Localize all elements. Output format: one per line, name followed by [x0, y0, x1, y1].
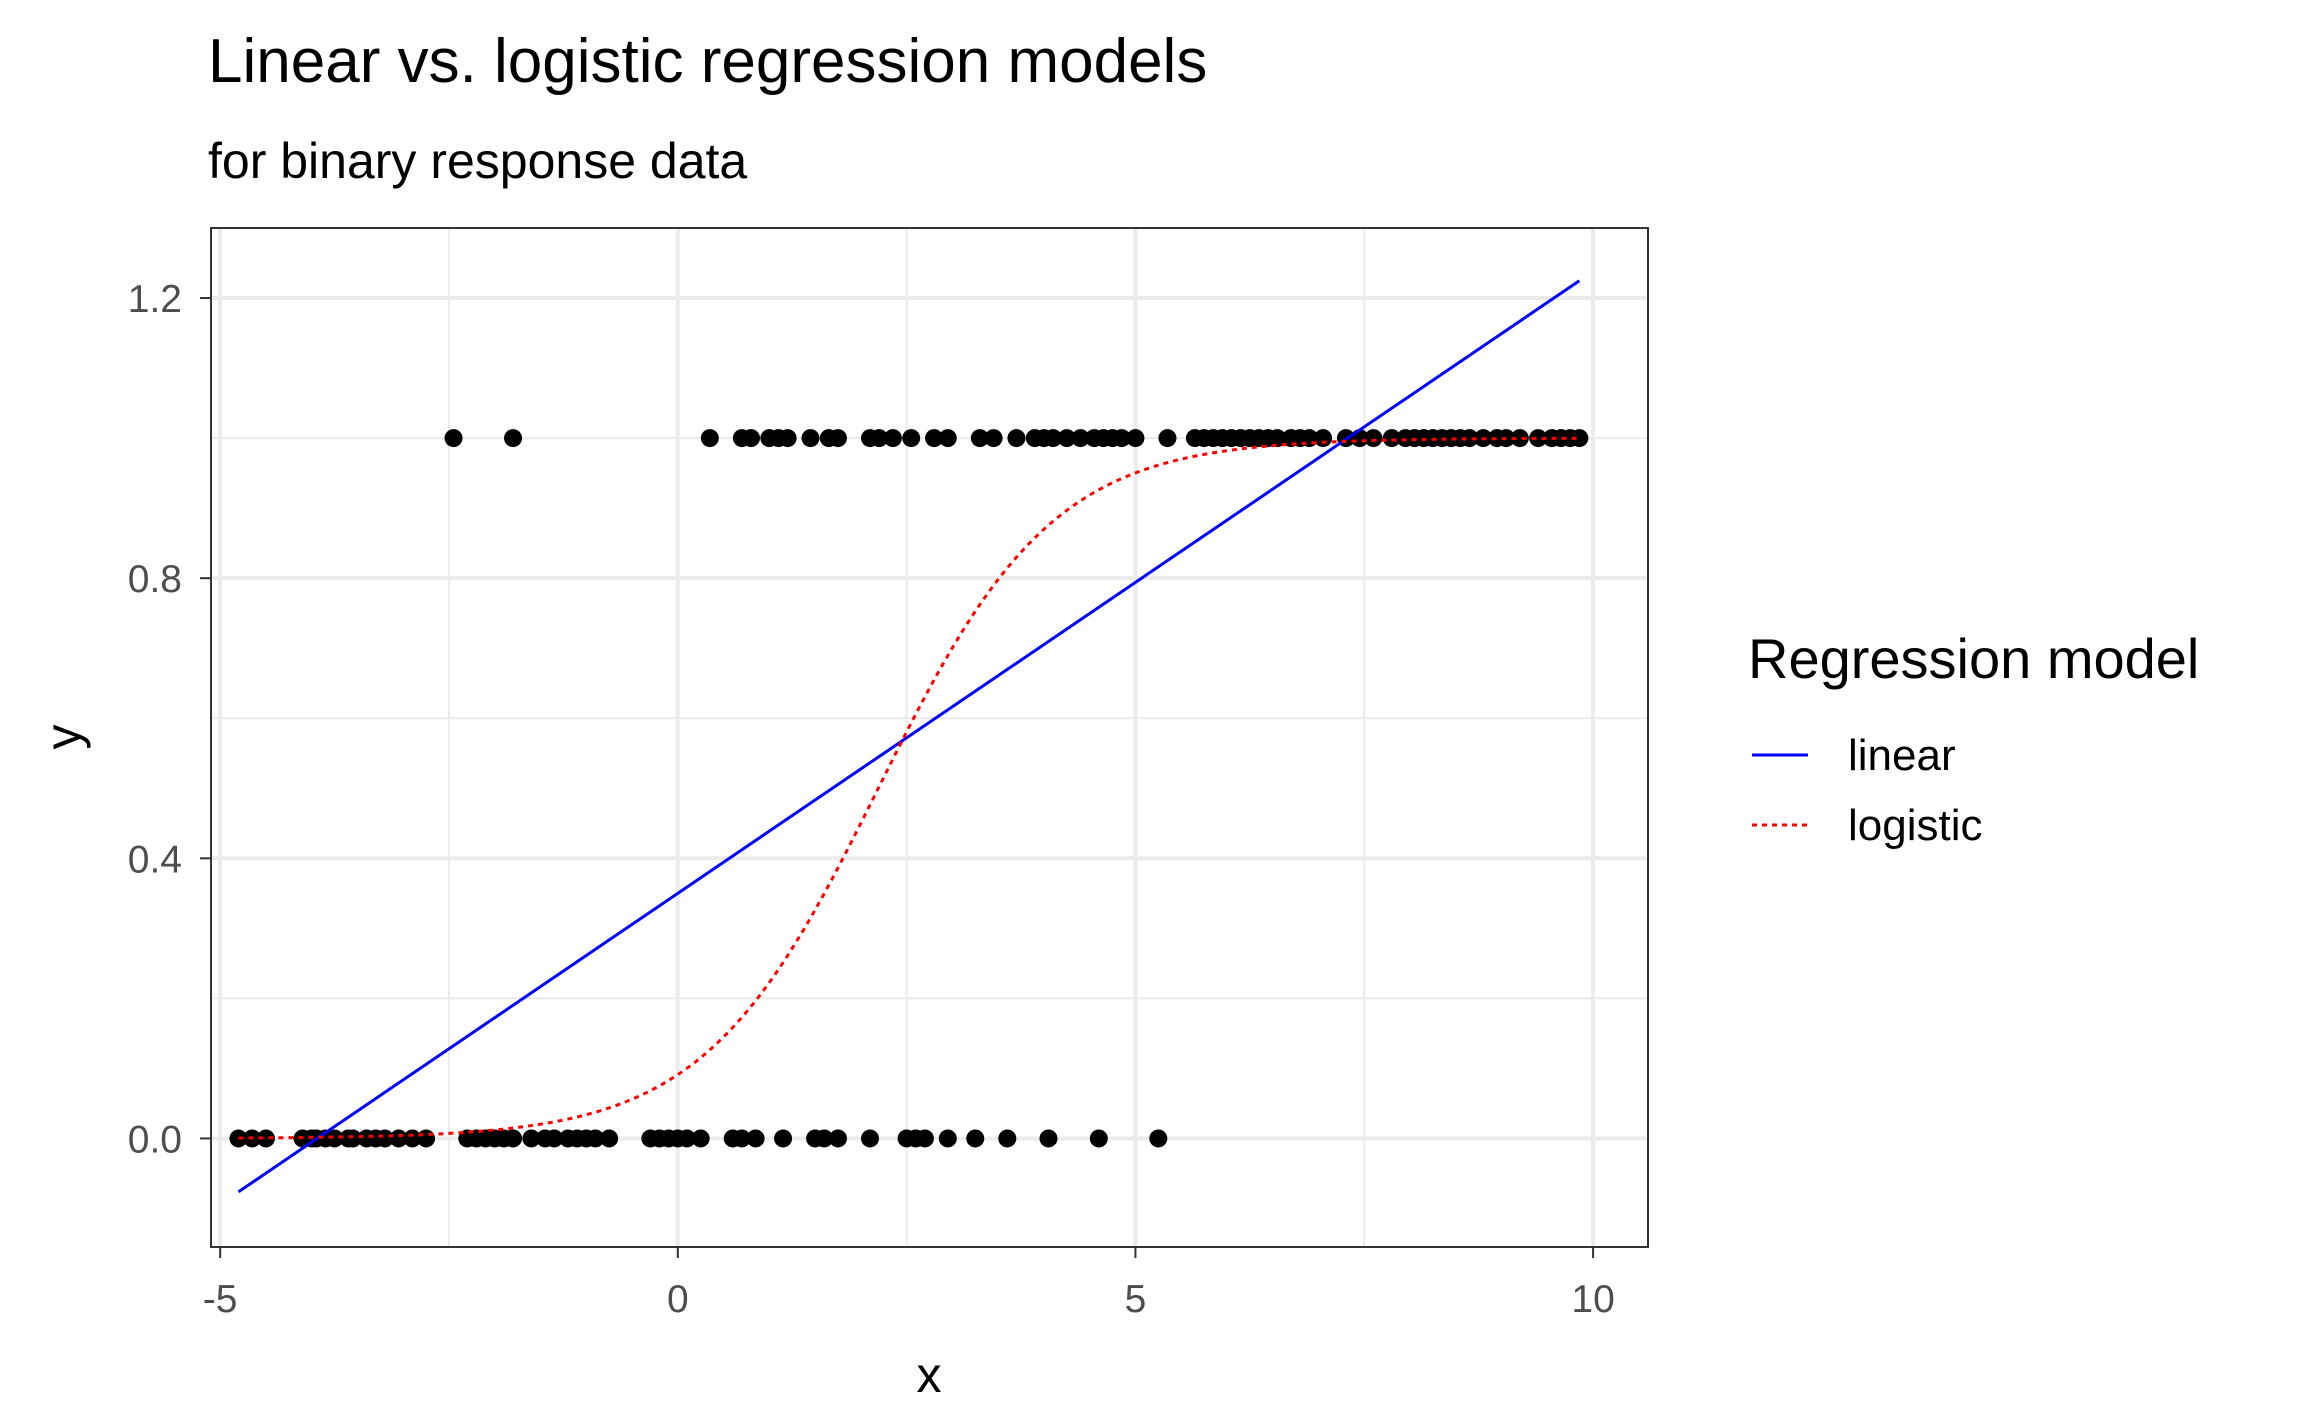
data-point — [861, 1129, 880, 1148]
data-point — [915, 1129, 934, 1148]
data-point — [828, 429, 847, 448]
data-point — [700, 429, 719, 448]
data-point — [1382, 429, 1401, 448]
data-point — [1007, 429, 1026, 448]
legend: Regression model linear logistic — [1748, 627, 2199, 850]
data-point — [732, 1129, 751, 1148]
legend-title: Regression model — [1748, 627, 2199, 690]
data-point — [229, 1129, 248, 1148]
data-point — [677, 1129, 696, 1148]
data-point — [1149, 1129, 1168, 1148]
data-point — [600, 1129, 619, 1148]
data-point — [902, 429, 921, 448]
series-line-logistic — [238, 436, 1580, 1140]
data-point — [778, 429, 797, 448]
data-point — [774, 1129, 793, 1148]
data-point — [925, 429, 944, 448]
data-point — [1126, 429, 1145, 448]
y-tick-label: 0.4 — [128, 838, 182, 881]
data-point — [522, 1129, 541, 1148]
data-point — [325, 1129, 344, 1148]
data-points — [229, 429, 1589, 1148]
data-point — [1570, 429, 1589, 448]
data-point — [691, 1129, 710, 1148]
data-point — [742, 429, 761, 448]
data-point — [801, 429, 820, 448]
chart-subtitle: for binary response data — [208, 133, 747, 189]
data-point — [966, 1129, 985, 1148]
legend-label-logistic: logistic — [1848, 801, 1983, 850]
x-tick-label: 0 — [667, 1278, 689, 1321]
data-point — [1529, 429, 1548, 448]
data-point — [586, 1129, 605, 1148]
data-point — [1039, 1129, 1058, 1148]
plot-border — [210, 227, 1649, 1248]
data-point — [815, 1129, 834, 1148]
data-point — [1089, 1129, 1108, 1148]
data-point — [256, 1129, 275, 1148]
data-point — [1044, 429, 1063, 448]
data-point — [828, 1129, 847, 1148]
chart-title: Linear vs. logistic regression models — [208, 27, 1207, 96]
data-point — [375, 1129, 394, 1148]
data-point — [504, 1129, 523, 1148]
data-point — [984, 429, 1003, 448]
data-point — [504, 429, 523, 448]
x-axis-ticks: -5 0 5 10 — [203, 1247, 1615, 1321]
data-point — [1268, 429, 1287, 448]
y-tick-label: 1.2 — [128, 278, 182, 321]
x-tick-label: 10 — [1571, 1278, 1614, 1321]
y-tick-label: 0.8 — [128, 558, 182, 601]
x-axis-title: x — [917, 1347, 942, 1403]
data-point — [998, 1129, 1017, 1148]
data-point — [1460, 429, 1479, 448]
data-point — [1057, 429, 1076, 448]
legend-label-linear: linear — [1848, 731, 1956, 780]
data-point — [1071, 429, 1090, 448]
data-point — [444, 429, 463, 448]
data-point — [1112, 429, 1131, 448]
data-point — [883, 429, 902, 448]
data-point — [938, 429, 957, 448]
data-point — [389, 1129, 408, 1148]
x-tick-label: -5 — [203, 1278, 238, 1321]
regression-lines — [237, 279, 1581, 1194]
data-point — [938, 1129, 957, 1148]
data-point — [417, 1129, 436, 1148]
y-tick-label: 0.0 — [128, 1118, 182, 1161]
data-point — [1314, 429, 1333, 448]
y-axis-ticks: 0.0 0.4 0.8 1.2 — [128, 278, 211, 1161]
data-point — [403, 1129, 422, 1148]
data-point — [343, 1129, 362, 1148]
y-axis-title: y — [35, 725, 91, 750]
data-point — [1158, 429, 1177, 448]
data-point — [1364, 429, 1383, 448]
x-tick-label: 5 — [1125, 1278, 1147, 1321]
data-point — [870, 429, 889, 448]
series-line-linear — [237, 279, 1581, 1194]
data-point — [1510, 429, 1529, 448]
data-point — [545, 1129, 564, 1148]
data-point — [746, 1129, 765, 1148]
data-point — [970, 429, 989, 448]
